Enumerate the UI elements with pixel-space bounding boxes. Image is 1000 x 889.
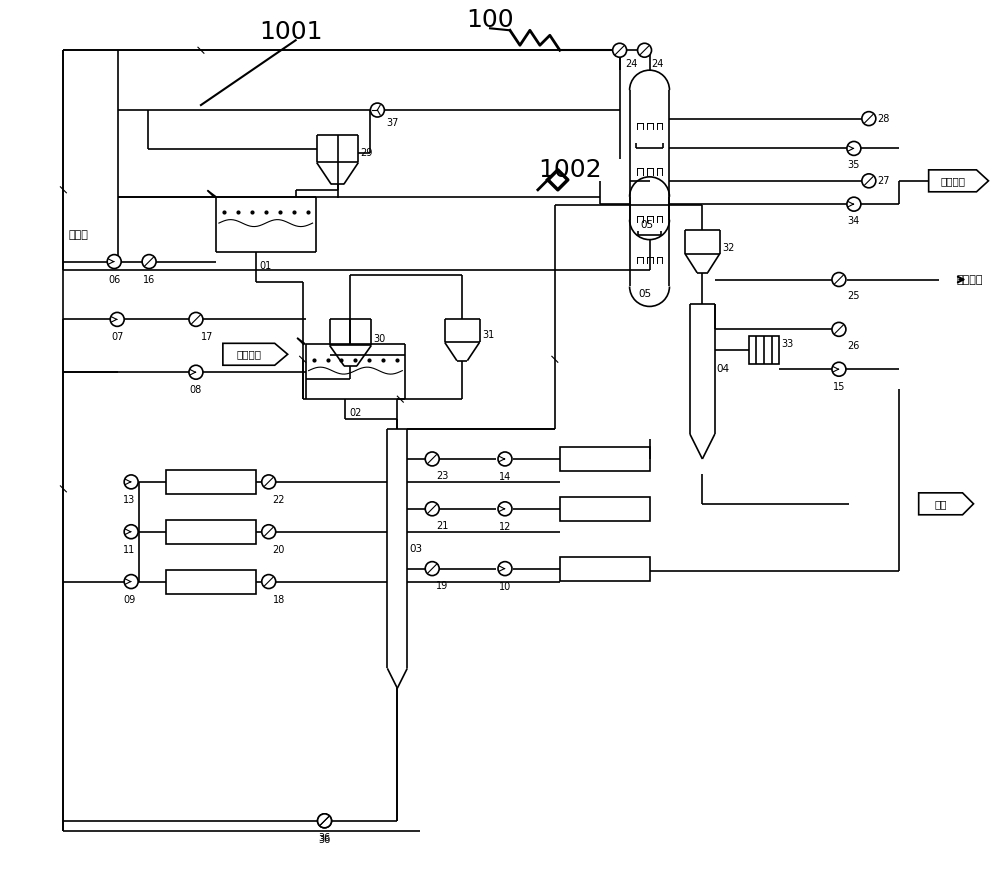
Text: 31: 31 — [482, 331, 494, 340]
Text: 18: 18 — [273, 595, 285, 605]
Text: 尾气排放: 尾气排放 — [236, 349, 261, 359]
Bar — [166, 520, 256, 544]
Circle shape — [189, 365, 203, 380]
Text: 湿物料: 湿物料 — [68, 229, 88, 240]
Bar — [560, 557, 650, 581]
Text: 25: 25 — [847, 292, 859, 301]
Text: 23: 23 — [436, 471, 449, 481]
Text: 01: 01 — [260, 260, 272, 270]
Circle shape — [124, 574, 138, 589]
Circle shape — [862, 112, 876, 125]
Text: 污水排放: 污水排放 — [940, 176, 965, 186]
Circle shape — [832, 273, 846, 286]
Text: 04: 04 — [716, 364, 729, 374]
Circle shape — [613, 44, 627, 57]
Text: 产品: 产品 — [934, 499, 947, 509]
Text: 24: 24 — [652, 60, 664, 69]
Text: 34: 34 — [848, 216, 860, 226]
Text: 10: 10 — [499, 581, 511, 591]
Text: 05: 05 — [640, 220, 653, 229]
Circle shape — [107, 254, 121, 268]
Text: 08: 08 — [190, 385, 202, 396]
Polygon shape — [929, 170, 988, 192]
Circle shape — [847, 141, 861, 156]
Text: 17: 17 — [201, 332, 213, 342]
Circle shape — [638, 44, 652, 57]
Circle shape — [370, 103, 384, 117]
Text: 14: 14 — [499, 472, 511, 482]
Text: 22: 22 — [273, 495, 285, 505]
Text: 02: 02 — [349, 408, 362, 418]
Text: 35: 35 — [848, 160, 860, 171]
Polygon shape — [223, 343, 288, 365]
Bar — [749, 336, 779, 364]
Text: 1001: 1001 — [259, 20, 322, 44]
Text: 21: 21 — [436, 521, 449, 531]
Circle shape — [425, 452, 439, 466]
Text: 补充氮气: 补充氮气 — [957, 275, 983, 284]
Circle shape — [498, 452, 512, 466]
Text: 32: 32 — [722, 243, 735, 252]
Circle shape — [142, 254, 156, 268]
Text: 06: 06 — [108, 275, 120, 284]
Text: 27: 27 — [877, 176, 889, 186]
Text: 100: 100 — [466, 8, 514, 32]
Text: 07: 07 — [111, 332, 123, 342]
Circle shape — [318, 813, 332, 828]
Text: 03: 03 — [409, 544, 422, 554]
Text: 19: 19 — [436, 581, 448, 590]
Circle shape — [498, 501, 512, 516]
Circle shape — [262, 574, 276, 589]
Text: 12: 12 — [499, 522, 511, 532]
Text: 13: 13 — [123, 495, 135, 505]
Circle shape — [425, 562, 439, 575]
Circle shape — [847, 197, 861, 211]
Circle shape — [189, 312, 203, 326]
Polygon shape — [919, 493, 974, 515]
Text: 20: 20 — [273, 545, 285, 555]
Text: 15: 15 — [833, 382, 845, 392]
Bar — [560, 447, 650, 471]
Text: 29: 29 — [360, 148, 373, 158]
Text: 24: 24 — [626, 60, 638, 69]
Circle shape — [262, 525, 276, 539]
Text: 11: 11 — [123, 545, 135, 555]
Text: 37: 37 — [386, 118, 399, 128]
Text: 33: 33 — [781, 340, 793, 349]
Circle shape — [124, 475, 138, 489]
Circle shape — [862, 174, 876, 188]
Circle shape — [498, 562, 512, 575]
Text: 36: 36 — [318, 835, 331, 845]
Text: 36: 36 — [318, 833, 331, 843]
Text: 16: 16 — [143, 275, 155, 284]
Circle shape — [262, 475, 276, 489]
Circle shape — [425, 501, 439, 516]
Bar — [560, 497, 650, 521]
Bar — [166, 570, 256, 594]
Circle shape — [832, 323, 846, 336]
Text: 26: 26 — [847, 341, 859, 351]
Circle shape — [318, 813, 332, 828]
Text: 30: 30 — [373, 334, 386, 344]
Text: 1002: 1002 — [538, 158, 602, 182]
Circle shape — [832, 362, 846, 376]
Bar — [166, 470, 256, 494]
Circle shape — [110, 312, 124, 326]
Text: 05: 05 — [638, 290, 651, 300]
Circle shape — [124, 525, 138, 539]
Text: 09: 09 — [123, 595, 135, 605]
Text: 28: 28 — [877, 114, 889, 124]
